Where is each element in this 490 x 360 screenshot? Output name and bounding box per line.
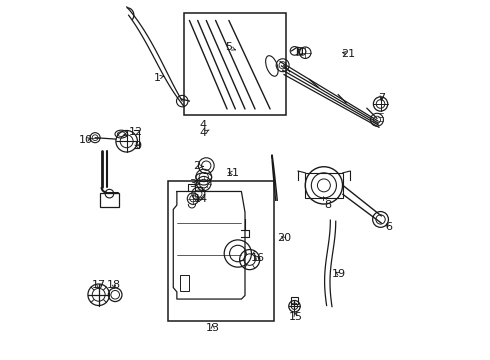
Text: 12: 12: [123, 127, 143, 136]
Text: 19: 19: [332, 269, 346, 279]
Text: 3: 3: [190, 179, 199, 189]
Text: 20: 20: [277, 233, 291, 243]
Text: 4: 4: [199, 129, 209, 138]
Text: 8: 8: [323, 197, 331, 210]
Bar: [180, 275, 189, 291]
Text: 2: 2: [193, 161, 203, 171]
Text: 15: 15: [289, 312, 303, 322]
Text: 10: 10: [78, 135, 93, 145]
Bar: [291, 297, 298, 304]
Text: 18: 18: [107, 280, 121, 290]
Text: 5: 5: [225, 42, 235, 52]
Text: 11: 11: [225, 168, 240, 178]
Text: 6: 6: [385, 222, 392, 231]
Text: 7: 7: [378, 93, 385, 103]
Text: 17: 17: [92, 280, 106, 290]
Text: 16: 16: [250, 253, 265, 263]
Bar: [305, 173, 343, 198]
Bar: [184, 13, 286, 116]
Text: 13: 13: [206, 323, 220, 333]
Text: 9: 9: [134, 141, 141, 151]
Text: 4: 4: [199, 120, 206, 130]
Circle shape: [90, 133, 100, 143]
Bar: [168, 181, 274, 320]
Bar: [100, 193, 120, 207]
Text: 1: 1: [154, 73, 164, 83]
Text: 21: 21: [341, 49, 355, 59]
Text: 14: 14: [194, 194, 208, 204]
